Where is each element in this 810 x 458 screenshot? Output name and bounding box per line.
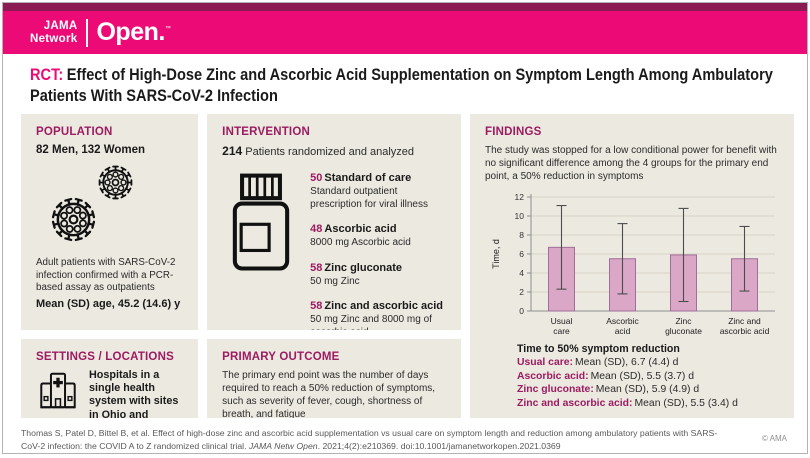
population-heading: POPULATION [36, 126, 113, 138]
stat-zinc-and-ascorbic-acid: Zinc and ascorbic acid: Mean (SD), 5.5 (3… [517, 397, 779, 411]
svg-text:acid: acid [615, 326, 631, 336]
svg-text:Ascorbic: Ascorbic [606, 316, 639, 326]
stat-ascorbic-acid: Ascorbic acid: Mean (SD), 5.5 (3.7) d [517, 370, 779, 384]
findings-panel: FINDINGS The study was stopped for a low… [470, 114, 794, 418]
title-section: RCT: Effect of High-Dose Zinc and Ascorbi… [3, 54, 807, 114]
primary-outcome-panel: PRIMARY OUTCOME The primary end point wa… [207, 339, 461, 418]
intervention-heading: INTERVENTION [222, 126, 310, 138]
study-title: RCT: Effect of High-Dose Zinc and Ascorbi… [30, 65, 807, 107]
svg-text:10: 10 [515, 211, 525, 221]
population-age: Mean (SD) age, 45.2 (14.6) y [36, 298, 181, 311]
group-name: Zinc and ascorbic acid [324, 300, 444, 312]
stat-usual-care: Usual care: Mean (SD), 6.7 (4.4) d [517, 356, 779, 370]
intervention-count: 214 [222, 144, 243, 158]
logo-open-text: Open.™ [96, 18, 171, 46]
svg-text:0: 0 [519, 306, 524, 316]
brand-header: JAMA Network Open.™ [3, 11, 807, 54]
primary-outcome-heading: PRIMARY OUTCOME [222, 351, 340, 363]
intervention-groups: 50 Standard of care Standard outpatient p… [310, 168, 446, 330]
citation-journal: JAMA Netw Open [248, 441, 318, 452]
findings-stats: Time to 50% symptom reduction Usual care… [517, 343, 779, 410]
stat-label: Zinc gluconate: [517, 384, 594, 396]
column-findings: FINDINGS The study was stopped for a low… [470, 114, 794, 418]
population-panel: POPULATION 82 Men, 132 Women [21, 114, 199, 330]
top-accent-strip [3, 3, 807, 11]
citation-before: Thomas S, Patel D, Bittel B, et al. Effe… [21, 428, 718, 452]
citation-after: . 2021;4(2):e210369. doi:10.1001/jamanet… [317, 441, 561, 452]
group-count: 50 [310, 172, 323, 184]
jama-network-open-logo: JAMA Network Open.™ [30, 18, 171, 47]
virus-icon [98, 165, 133, 200]
stat-label: Ascorbic acid: [517, 370, 589, 382]
trademark-symbol: ™ [164, 26, 171, 32]
virus-icon [51, 197, 96, 242]
stat-label: Usual care: [517, 357, 574, 368]
jama-network-wordmark: JAMA Network [30, 20, 77, 44]
svg-text:Usual: Usual [551, 316, 573, 326]
svg-text:Zinc and: Zinc and [728, 316, 761, 326]
group-detail: Standard outpatient prescription for vir… [310, 186, 428, 210]
virus-illustration [36, 161, 183, 253]
svg-text:gluconate: gluconate [665, 326, 702, 336]
svg-text:8: 8 [519, 230, 524, 240]
group-count: 58 [310, 300, 323, 312]
settings-text: Hospitals in a single health system with… [89, 369, 179, 418]
column-intervention: INTERVENTION 214 Patients randomized and… [207, 114, 461, 418]
logo-network-text: Network [30, 32, 78, 45]
logo-divider [86, 18, 89, 47]
group-name: Standard of care [324, 172, 412, 184]
intervention-group-standard-of-care: 50 Standard of care Standard outpatient p… [310, 168, 446, 211]
group-count: 58 [310, 261, 323, 274]
findings-chart-container: 0 2 4 6 8 10 12 Time, d Usual care Ascorbic acid Zin… [487, 189, 779, 341]
group-detail: 8000 mg Ascorbic acid [310, 237, 411, 248]
stat-value: Mean (SD), 5.5 (3.7) d [590, 370, 694, 382]
population-description: Adult patients with SARS-CoV-2 infection… [36, 257, 176, 294]
svg-text:Zinc: Zinc [675, 316, 692, 326]
group-detail: 50 mg Zinc and 8000 mg of ascorbic acid [310, 314, 432, 330]
svg-text:4: 4 [519, 268, 524, 278]
findings-summary: The study was stopped for a low conditio… [485, 145, 777, 182]
citation-text: Thomas S, Patel D, Bittel B, et al. Effe… [21, 427, 726, 453]
primary-outcome-text: The primary end point was the number of … [222, 370, 436, 418]
logo-jama-text: JAMA [43, 20, 78, 33]
intervention-group-zinc-and-ascorbic-acid: 58 Zinc and ascorbic acid 50 mg Zinc and … [310, 296, 446, 330]
svg-text:12: 12 [515, 192, 525, 202]
intervention-count-line: 214 Patients randomized and analyzed [222, 144, 446, 158]
copyright-label: © AMA [761, 434, 787, 443]
group-name: Zinc gluconate [324, 261, 403, 274]
stat-value: Mean (SD), 5.9 (4.9) d [595, 384, 700, 396]
svg-text:6: 6 [519, 249, 524, 259]
footer-citation-bar: Thomas S, Patel D, Bittel B, et al. Effe… [3, 418, 807, 453]
hospital-icon [40, 372, 76, 409]
svg-text:2: 2 [519, 287, 524, 297]
svg-text:Time, d: Time, d [491, 239, 501, 269]
group-count: 48 [310, 223, 323, 235]
column-population: POPULATION 82 Men, 132 Women [21, 114, 199, 418]
intervention-group-zinc-gluconate: 58 Zinc gluconate 50 mg Zinc [310, 258, 446, 289]
pill-bottle-icon [232, 173, 290, 271]
intervention-count-label: Patients randomized and analyzed [242, 146, 415, 158]
population-demographics: 82 Men, 132 Women [36, 144, 146, 156]
study-type-tag: RCT: [30, 66, 64, 84]
group-detail: 50 mg Zinc [310, 275, 360, 287]
intervention-panel: INTERVENTION 214 Patients randomized and… [207, 114, 461, 330]
content-grid: POPULATION 82 Men, 132 Women [3, 114, 807, 418]
settings-heading: SETTINGS / LOCATIONS [36, 351, 174, 363]
svg-text:ascorbic acid: ascorbic acid [720, 326, 770, 336]
stats-title: Time to 50% symptom reduction [517, 343, 680, 355]
intervention-group-ascorbic-acid: 48 Ascorbic acid 8000 mg Ascorbic acid [310, 219, 446, 250]
group-name: Ascorbic acid [324, 223, 397, 235]
stat-zinc-gluconate: Zinc gluconate: Mean (SD), 5.9 (4.9) d [517, 383, 779, 397]
stat-value: Mean (SD), 5.5 (3.4) d [634, 397, 738, 409]
study-title-text: Effect of High-Dose Zinc and Ascorbic Ac… [30, 66, 773, 106]
stat-value: Mean (SD), 6.7 (4.4) d [575, 357, 679, 368]
stat-label: Zinc and ascorbic acid: [517, 397, 633, 409]
settings-panel: SETTINGS / LOCATIONS [21, 339, 199, 418]
findings-heading: FINDINGS [485, 126, 542, 138]
svg-text:care: care [553, 326, 570, 336]
